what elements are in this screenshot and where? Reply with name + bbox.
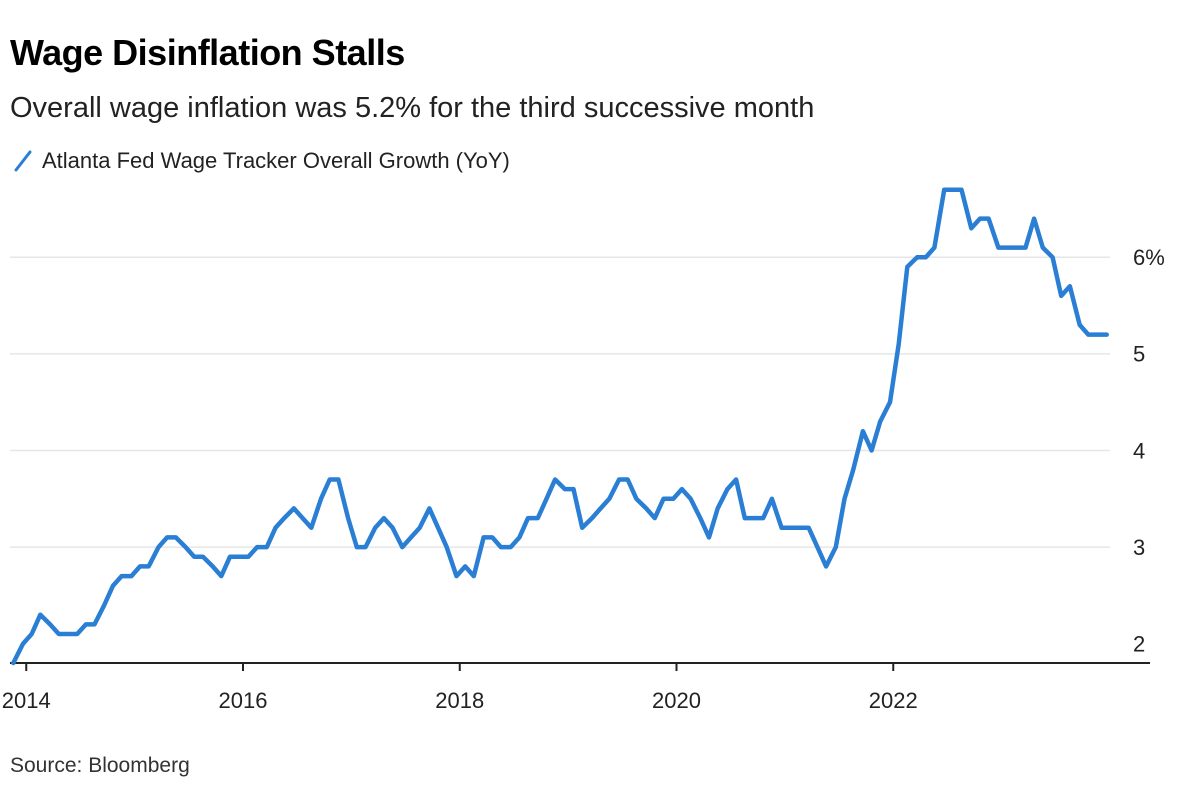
legend-line-swatch-icon — [14, 150, 32, 172]
x-axis — [10, 662, 1150, 671]
y-tick-labels: 2 3 4 5 6% — [1133, 245, 1165, 656]
x-tick-label: 2014 — [2, 688, 51, 713]
y-tick-label: 6% — [1133, 245, 1165, 270]
chart-subtitle: Overall wage inflation was 5.2% for the … — [10, 92, 815, 124]
chart-title: Wage Disinflation Stalls — [10, 32, 405, 73]
x-tick-label: 2016 — [219, 688, 268, 713]
x-tick-label: 2018 — [435, 688, 484, 713]
grid-lines — [10, 256, 1110, 548]
series-line-0 — [11, 187, 1109, 666]
x-tick-label: 2020 — [652, 688, 701, 713]
y-tick-label: 5 — [1133, 342, 1145, 367]
x-tick-labels: 2014 2016 2018 2020 2022 — [2, 688, 918, 713]
y-tick-label: 2 — [1133, 631, 1145, 656]
series-layer — [11, 187, 1109, 666]
y-tick-label: 4 — [1133, 438, 1145, 463]
source-note: Source: Bloomberg — [10, 754, 190, 777]
legend: Atlanta Fed Wage Tracker Overall Growth … — [12, 148, 510, 174]
y-tick-label: 3 — [1133, 535, 1145, 560]
x-tick-label: 2022 — [869, 688, 918, 713]
legend-label: Atlanta Fed Wage Tracker Overall Growth … — [42, 148, 510, 173]
